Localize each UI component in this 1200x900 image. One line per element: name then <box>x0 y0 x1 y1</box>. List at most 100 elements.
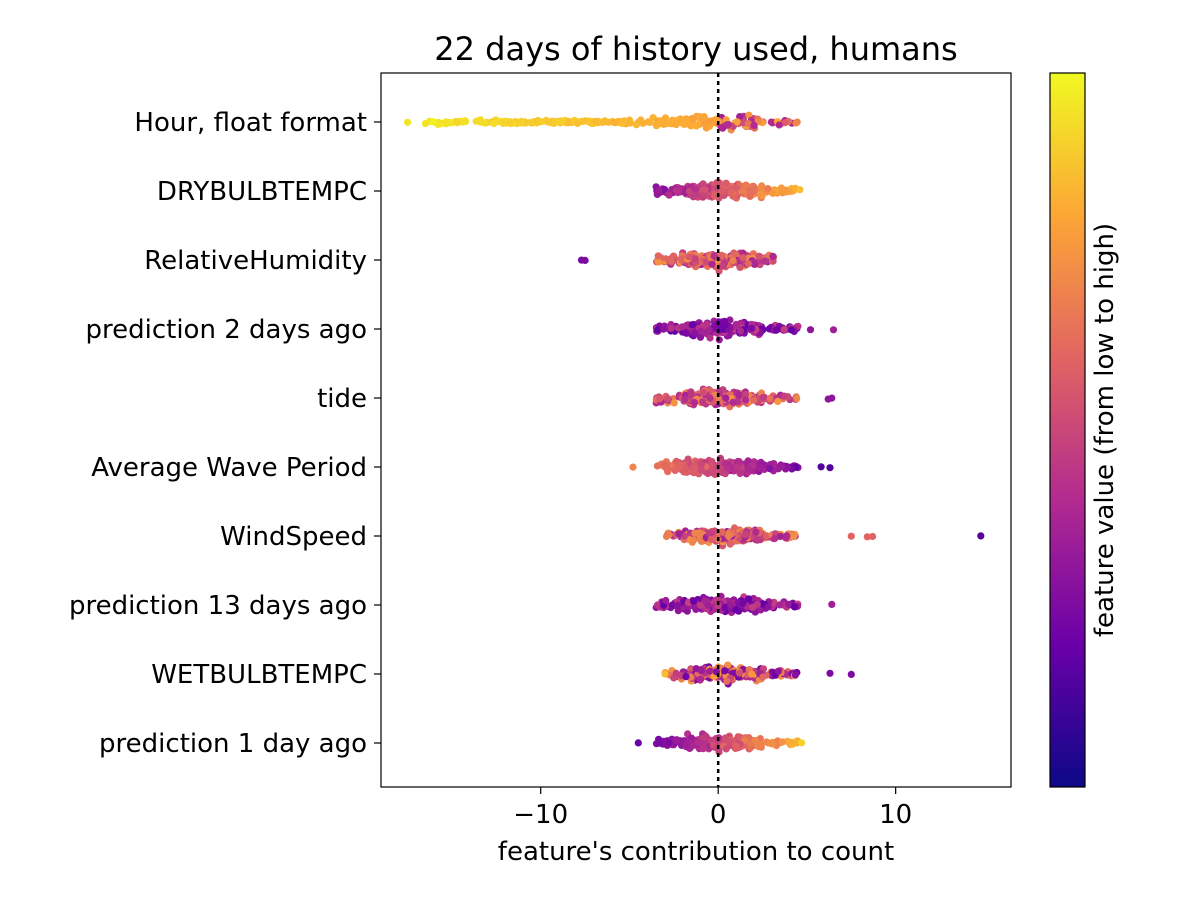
point <box>674 601 682 609</box>
point <box>506 118 514 126</box>
point <box>756 463 764 471</box>
point <box>739 600 747 608</box>
point <box>771 535 779 543</box>
point <box>769 252 777 260</box>
point <box>727 601 735 609</box>
point <box>665 191 673 199</box>
point <box>736 669 744 677</box>
outlier-point <box>577 256 586 264</box>
x-axis: −10 0 10 <box>513 787 912 830</box>
point <box>745 465 753 473</box>
outlier-point <box>817 463 825 471</box>
point <box>737 327 745 335</box>
point <box>672 119 680 127</box>
point <box>730 524 739 532</box>
point <box>722 394 730 402</box>
point <box>764 603 772 611</box>
point <box>756 190 765 198</box>
point <box>775 121 783 129</box>
outlier-point <box>863 533 871 541</box>
point <box>699 734 707 743</box>
point <box>704 601 712 609</box>
point <box>750 396 758 404</box>
point <box>689 193 697 201</box>
point <box>780 392 788 400</box>
y-tick-label: prediction 1 day ago <box>99 729 367 759</box>
point <box>452 117 460 126</box>
point <box>499 119 507 127</box>
point <box>681 395 689 403</box>
point <box>721 603 729 612</box>
point <box>727 188 735 196</box>
point <box>714 602 722 610</box>
point <box>778 462 786 470</box>
point <box>610 118 618 126</box>
point <box>682 743 690 751</box>
point <box>766 394 774 402</box>
point <box>697 667 705 675</box>
point <box>690 398 699 407</box>
outlier-point <box>829 326 838 334</box>
point <box>662 596 670 605</box>
point <box>792 119 800 127</box>
point <box>741 531 749 539</box>
colorbar <box>1049 72 1086 788</box>
point <box>722 179 730 187</box>
point <box>733 463 741 471</box>
point <box>748 670 756 678</box>
point <box>749 603 757 611</box>
point <box>718 325 726 333</box>
point <box>674 607 682 615</box>
point <box>689 536 698 544</box>
point <box>673 737 681 745</box>
point <box>481 119 489 127</box>
point <box>781 119 789 127</box>
point <box>697 466 706 474</box>
point <box>725 121 733 129</box>
point <box>591 117 599 126</box>
x-tick-label: −10 <box>513 800 568 830</box>
point <box>696 333 705 341</box>
point <box>787 326 796 334</box>
point <box>670 399 678 407</box>
point <box>747 188 755 196</box>
point <box>682 329 691 337</box>
point <box>718 528 726 536</box>
point <box>655 739 664 747</box>
point <box>707 535 715 544</box>
point <box>652 122 661 130</box>
point <box>659 325 668 333</box>
point <box>688 321 696 329</box>
point <box>691 529 699 537</box>
outlier-point <box>629 463 637 471</box>
outlier-point <box>826 669 834 677</box>
point <box>706 394 714 402</box>
point <box>675 530 683 538</box>
outlier-point <box>869 532 877 541</box>
point <box>759 673 767 681</box>
point <box>793 395 801 403</box>
point <box>704 469 712 478</box>
point <box>672 464 681 473</box>
point <box>774 667 783 675</box>
point <box>721 667 729 675</box>
point <box>741 391 750 399</box>
point <box>725 532 733 540</box>
y-tick-label: Average Wave Period <box>91 453 367 483</box>
point <box>654 326 662 334</box>
point <box>646 118 654 126</box>
outlier-point <box>404 118 412 126</box>
y-tick-label: tide <box>317 384 367 414</box>
point <box>661 461 669 469</box>
point <box>785 600 793 609</box>
outlier-point <box>661 670 669 678</box>
outlier-point <box>798 739 806 747</box>
point <box>632 121 641 129</box>
point <box>776 601 784 609</box>
outlier-point <box>826 464 834 472</box>
y-tick-label: DRYBULBTEMPC <box>157 177 367 207</box>
point <box>780 186 788 194</box>
point <box>718 251 726 259</box>
y-tick-label: WindSpeed <box>220 522 367 552</box>
x-axis-label: feature's contribution to count <box>498 837 894 867</box>
